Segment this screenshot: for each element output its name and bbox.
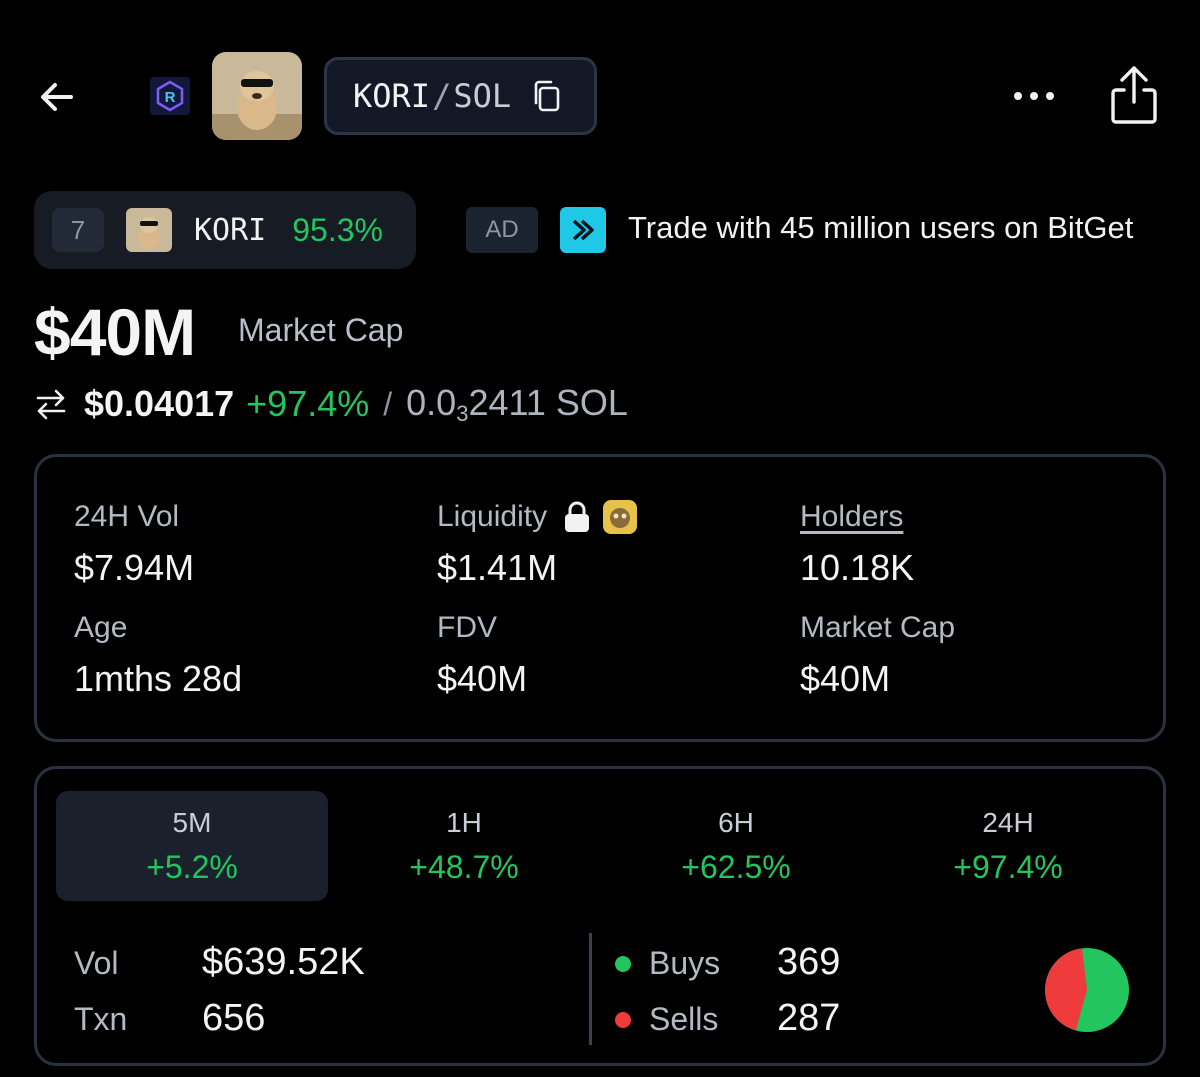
volume-value: $639.52K: [202, 941, 365, 983]
stat-value: $1.41M: [437, 547, 558, 588]
ellipsis-icon[interactable]: [1006, 80, 1062, 112]
buys-dot: [615, 956, 631, 972]
stat-value: $40M: [800, 658, 891, 699]
tab-change: +62.5%: [681, 848, 791, 885]
holders-link[interactable]: Holders: [800, 500, 904, 533]
sells-label: Sells: [649, 1001, 719, 1037]
price-sol-digits: 2411 SOL: [468, 381, 628, 423]
transactions-card: 5M +5.2% 1H +48.7% 6H +62.5% 24H +97.4% …: [34, 766, 1166, 1066]
sells-value: 287: [777, 997, 841, 1039]
tab-5m[interactable]: 5M +5.2%: [56, 791, 328, 901]
stats-card: 24H Vol $7.94M Liquidity $1.41M: [34, 454, 1166, 742]
svg-text:R: R: [165, 89, 176, 106]
stat-24h-volume: 24H Vol $7.94M: [74, 497, 194, 589]
back-button[interactable]: [34, 74, 80, 120]
stat-label: 24H Vol: [74, 500, 180, 533]
pie-sells-slice: [1045, 948, 1087, 1031]
market-cap-label: Market Cap: [238, 312, 404, 348]
stat-label: Liquidity: [437, 497, 638, 537]
trending-symbol: KORI: [194, 212, 267, 248]
stat-fdv: FDV $40M: [437, 608, 527, 700]
swap-arrows-icon[interactable]: [34, 386, 70, 422]
liquidity-locker-avatar[interactable]: [603, 500, 638, 534]
ad-badge: AD: [466, 207, 538, 253]
price-change: +97.4%: [246, 383, 370, 424]
top-bar: R KORI / SOL: [0, 0, 1200, 190]
tab-24h[interactable]: 24H +97.4%: [872, 791, 1144, 901]
tab-label: 5M: [172, 806, 212, 838]
arrow-left-icon: [41, 83, 73, 111]
token-avatar: [212, 52, 302, 140]
tab-change: +97.4%: [953, 848, 1063, 885]
bitget-logo-icon: [560, 207, 606, 253]
price-separator: /: [383, 385, 393, 422]
stat-value: 10.18K: [800, 547, 915, 588]
tab-6h[interactable]: 6H +62.5%: [600, 791, 872, 901]
lock-icon[interactable]: [563, 500, 591, 534]
stat-holders[interactable]: Holders 10.18K: [800, 497, 914, 589]
stat-liquidity: Liquidity $1.41M: [437, 497, 638, 589]
stat-value: $7.94M: [74, 547, 195, 588]
ad-link[interactable]: Trade with 45 million users on BitGet: [628, 210, 1134, 245]
market-cap-value: $40M: [34, 295, 196, 369]
tab-change: +5.2%: [146, 848, 238, 885]
pair-selector[interactable]: KORI / SOL: [324, 57, 597, 135]
stat-label: FDV: [437, 611, 497, 644]
raydium-logo-icon: R: [150, 77, 190, 115]
trending-rank: 7: [52, 208, 104, 252]
stat-label: Age: [74, 611, 128, 644]
volume-label: Vol: [74, 945, 119, 981]
copy-icon[interactable]: [531, 79, 561, 113]
pair-base-symbol: KORI: [353, 77, 431, 115]
price-usd: $0.04017: [84, 383, 235, 424]
tab-1h[interactable]: 1H +48.7%: [328, 791, 600, 901]
stat-age: Age 1mths 28d: [74, 608, 242, 700]
stat-label: Market Cap: [800, 611, 956, 644]
dot: [1030, 92, 1038, 100]
dot: [1014, 92, 1022, 100]
dot: [1046, 92, 1054, 100]
buy-sell-pie: [1045, 948, 1129, 1032]
share-button[interactable]: [1108, 64, 1160, 126]
price-sol: 0.032411 SOL: [406, 382, 628, 427]
price-sol-zeros: 3: [456, 400, 469, 426]
buys-value: 369: [777, 941, 841, 983]
txn-label: Txn: [74, 1001, 128, 1037]
pair-quote-symbol: SOL: [453, 77, 512, 115]
price-sol-prefix: 0.0: [406, 381, 457, 423]
tab-label: 24H: [982, 806, 1034, 838]
price-row: $0.04017 +97.4% / 0.032411 SOL: [34, 380, 628, 428]
trending-change: 95.3%: [292, 211, 383, 248]
stat-value: 1mths 28d: [74, 658, 243, 699]
stat-value: $40M: [437, 658, 528, 699]
tab-change: +48.7%: [409, 848, 519, 885]
trending-badge[interactable]: 7 KORI 95.3%: [34, 191, 416, 269]
liquidity-label: Liquidity: [437, 500, 548, 533]
buys-label: Buys: [649, 945, 721, 981]
divider: [589, 933, 592, 1045]
pair-separator: /: [432, 77, 452, 115]
txn-value: 656: [202, 997, 266, 1039]
tab-label: 6H: [718, 806, 754, 838]
tab-label: 1H: [446, 806, 482, 838]
share-icon: [1111, 66, 1157, 124]
stat-market-cap: Market Cap $40M: [800, 608, 955, 700]
sells-dot: [615, 1012, 631, 1028]
trending-token-avatar: [126, 208, 172, 252]
